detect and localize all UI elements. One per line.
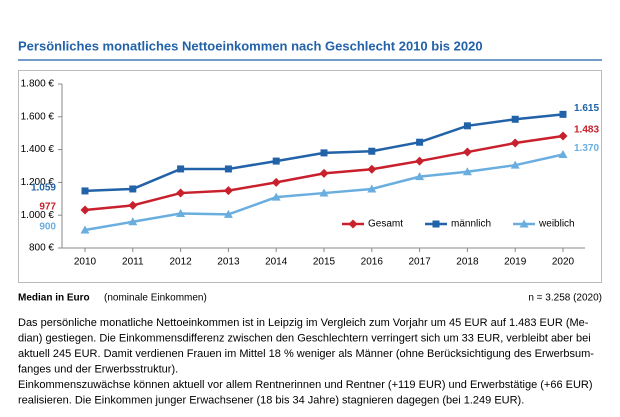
body-text: realisieren. Die Einkommen junger Erwach… — [18, 394, 524, 406]
body-text: fanges und der Erwerbsstruktur). — [18, 363, 178, 375]
marker — [432, 220, 440, 228]
x-tick-label: 2020 — [552, 257, 575, 268]
marker — [519, 219, 529, 228]
start-label: 1.059 — [31, 183, 56, 194]
value-label: 1.483 — [574, 125, 599, 136]
marker — [558, 150, 568, 159]
x-tick-label: 2018 — [456, 257, 479, 268]
marker — [271, 192, 281, 201]
y-tick-label: 1.000 € — [21, 210, 55, 221]
marker — [416, 138, 424, 146]
marker — [463, 122, 471, 130]
marker — [368, 147, 376, 155]
marker — [176, 209, 186, 218]
marker — [319, 188, 329, 197]
x-tick-label: 2011 — [122, 257, 144, 268]
y-tick-label: 1.400 € — [21, 144, 55, 155]
marker — [176, 188, 186, 198]
marker — [223, 209, 233, 218]
source-normal: (nominale Einkommen) — [104, 293, 207, 304]
marker — [319, 168, 329, 178]
value-label: 1.370 — [574, 143, 599, 154]
x-tick-label: 2012 — [169, 257, 192, 268]
marker — [511, 115, 519, 123]
y-tick-label: 1.200 € — [21, 177, 55, 188]
marker — [462, 167, 472, 176]
body-text: Das persönliche monatliche Nettoeinkomme… — [18, 317, 589, 329]
marker — [223, 186, 233, 196]
x-tick-label: 2014 — [265, 257, 288, 268]
marker — [224, 165, 232, 173]
marker — [415, 172, 425, 181]
legend-label: weiblich — [538, 219, 575, 230]
marker — [128, 217, 138, 226]
start-label: 900 — [39, 222, 56, 233]
x-tick-label: 2010 — [74, 257, 97, 268]
x-tick-label: 2013 — [217, 257, 240, 268]
marker — [367, 184, 377, 193]
source-right: n = 3.258 (2020) — [528, 293, 602, 304]
marker — [271, 177, 281, 187]
marker — [320, 149, 328, 157]
legend-label: Gesamt — [368, 219, 403, 230]
marker — [129, 185, 137, 193]
marker — [128, 200, 138, 210]
marker — [510, 160, 520, 169]
value-label: 1.615 — [574, 103, 599, 114]
source-bold: Median in Euro — [18, 293, 90, 304]
x-tick-label: 2017 — [408, 257, 431, 268]
marker — [462, 147, 472, 157]
marker — [510, 138, 520, 148]
x-tick-label: 2019 — [504, 257, 527, 268]
y-tick-label: 1.800 € — [21, 79, 55, 90]
start-label: 977 — [39, 202, 56, 213]
marker — [558, 131, 568, 141]
x-tick-label: 2015 — [313, 257, 336, 268]
y-tick-label: 800 € — [29, 243, 54, 254]
marker — [177, 165, 185, 173]
marker — [272, 157, 280, 165]
y-tick-label: 1.600 € — [21, 111, 55, 122]
marker — [80, 225, 90, 234]
body-text: aktuell 245 EUR. Damit verdienen Frauen … — [18, 348, 594, 360]
marker — [80, 205, 90, 215]
body-text: dian) gestiegen. Die Einkommensdifferenz… — [18, 332, 591, 344]
marker — [415, 156, 425, 166]
marker — [559, 110, 567, 118]
marker — [348, 219, 358, 229]
marker — [81, 187, 89, 195]
marker — [367, 164, 377, 174]
legend-label: männlich — [451, 219, 491, 230]
body-text: Einkommenszuwächse können aktuell vor al… — [18, 379, 593, 391]
chart-title: Persönliches monatliches Nettoeinkommen … — [18, 38, 483, 53]
chart-frame — [18, 70, 602, 283]
x-tick-label: 2016 — [361, 257, 384, 268]
